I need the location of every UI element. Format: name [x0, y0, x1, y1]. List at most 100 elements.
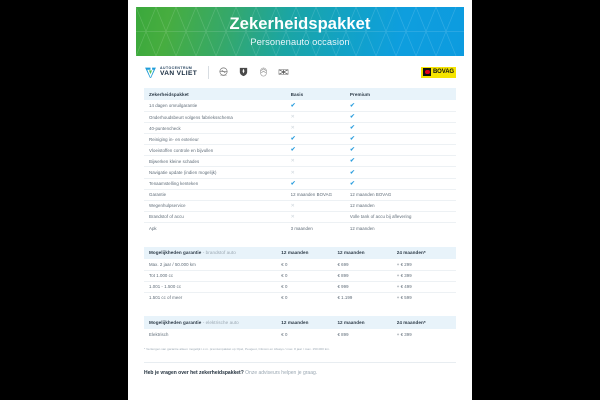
- table-row: Vloeistoffen controle en bijvullen ✔ ✔: [144, 145, 456, 156]
- warranty-fuel-table: Mogelijkheden garantie - brandstof auto …: [144, 246, 456, 304]
- warranty-fuel-table-body: Max. 2 jaar / 50.000 km € 0 € 699 + € 299 To…: [144, 259, 456, 303]
- warranty-price-24m-extra: + € 499: [396, 284, 412, 290]
- cta-text: Heb je vragen over het zekerheidspakket?…: [144, 370, 456, 376]
- check-icon: ✔: [290, 136, 296, 143]
- opel-logo-icon: [219, 67, 228, 76]
- features-col-header-feature: Zekerheidspakket: [144, 88, 291, 101]
- warranty-fuel-header-sub: - brandstof auto: [201, 250, 236, 256]
- feature-label: Tenaamstelling kenteken: [149, 181, 199, 187]
- warranty-row-label: Tot 1.000 cc: [149, 273, 174, 279]
- check-icon: ✔: [290, 102, 296, 109]
- citroen-logo-icon: [260, 67, 268, 77]
- warranty-price-12m-premium: € 1.199: [337, 295, 353, 301]
- feature-value-premium: 12 maanden: [349, 225, 375, 231]
- logo-bar: AUTOCENTRUM VAN VLIET: [144, 58, 456, 86]
- dealer-wordmark: AUTOCENTRUM VAN VLIET: [160, 65, 198, 78]
- table-row: Max. 2 jaar / 50.000 km € 0 € 699 + € 299: [144, 259, 456, 270]
- warranty-price-24m-extra: + € 299: [396, 261, 412, 267]
- table-row: Garantie 12 maanden BOVAG 12 maanden BOVAG: [144, 189, 456, 201]
- check-icon: ✔: [349, 114, 355, 121]
- warranty-row-label: Elektrisch: [149, 331, 169, 337]
- features-col-header-basis: Basis: [290, 88, 350, 101]
- feature-value-basis: ✔: [291, 134, 350, 145]
- feature-label: Navigatie update (indien mogelijk): [149, 170, 217, 175]
- warranty-price-12m-premium: € 899: [337, 273, 349, 279]
- warranty-price-12m-basis: € 0: [281, 273, 288, 279]
- feature-value-basis: ✕: [291, 111, 350, 122]
- table-row: 14 dagen omruilgarantie ✔ ✔: [144, 100, 456, 112]
- warranty-price-12m-basis: € 0: [281, 295, 288, 301]
- feature-label: 40-puntencheck: [149, 125, 181, 131]
- check-icon: ✔: [349, 125, 355, 132]
- warranty-price-12m-premium: € 899: [337, 331, 349, 337]
- feature-label: Reiniging in- en exterieur: [149, 136, 199, 142]
- feature-label: Brandstof of accu: [149, 214, 184, 220]
- cross-icon: ✕: [290, 213, 295, 220]
- warranty-electric-table-wrapper: Mogelijkheden garantie - elektrische aut…: [128, 316, 472, 339]
- table-row: Navigatie update (indien mogelijk) ✕ ✔: [144, 167, 456, 179]
- check-icon: ✔: [349, 136, 355, 143]
- feature-value-premium: 12 maanden BOVAG: [349, 192, 392, 198]
- feature-value-premium: ✔: [350, 167, 456, 178]
- feature-label: Vloeistoffen controle en bijvullen: [149, 147, 214, 153]
- feature-value-premium: ✔: [350, 111, 456, 122]
- warranty-price-12m-basis: € 0: [281, 331, 288, 337]
- features-table-body: 14 dagen omruilgarantie ✔ ✔ Onderhoudsbeurt…: [144, 100, 456, 233]
- feature-label: Apk: [149, 225, 157, 231]
- table-row: Brandstof of accu ✕ Volle tank of accu bij…: [144, 211, 456, 223]
- check-icon: ✔: [290, 180, 296, 187]
- check-icon: ✔: [349, 102, 355, 109]
- table-row: Wegenhulpservice ✕ 12 maanden: [144, 200, 456, 212]
- feature-value-basis: ✔: [291, 145, 350, 156]
- page-subtitle: Personenauto occasion: [250, 36, 350, 47]
- warranty-price-12m-premium: € 699: [337, 261, 349, 267]
- page-title: Zekerheidspakket: [229, 15, 371, 34]
- feature-value-basis: ✔: [291, 178, 350, 189]
- check-icon: ✔: [349, 180, 355, 187]
- features-table: Zekerheidspakket Basis Premium 14 dagen …: [144, 88, 456, 234]
- dealer-name-line2: VAN VLIET: [160, 69, 198, 77]
- warranty-fuel-col-header-1: 12 maanden: [281, 246, 338, 259]
- warranty-electric-header-row: Mogelijkheden garantie - elektrische aut…: [144, 316, 456, 329]
- table-row: Bijwerken kleine schades ✕ ✔: [144, 156, 456, 167]
- table-row: 1.001 - 1.500 cc € 0 € 999 + € 499: [144, 281, 456, 293]
- feature-value-basis: ✕: [291, 156, 350, 167]
- check-icon: ✔: [290, 147, 296, 154]
- feature-value-basis: 3 maanden: [290, 225, 313, 231]
- warranty-electric-table: Mogelijkheden garantie - elektrische aut…: [144, 316, 456, 339]
- warranty-price-24m-extra: + € 399: [396, 331, 412, 337]
- feature-value-premium: ✔: [350, 134, 456, 145]
- table-row: 1.501 cc of meer € 0 € 1.199 + € 599: [144, 292, 456, 303]
- dealer-name-line1: AUTOCENTRUM: [160, 65, 193, 70]
- logo-divider: [208, 65, 210, 79]
- table-row: 40-puntencheck ✕ ✔: [144, 123, 456, 134]
- feature-value-premium: ✔: [350, 100, 456, 111]
- feature-value-premium: ✔: [350, 145, 456, 156]
- check-icon: ✔: [349, 147, 355, 154]
- feature-value-basis: ✕: [291, 200, 350, 211]
- warranty-electric-header-sub: - elektrische auto: [201, 319, 239, 325]
- warranty-price-12m-premium: € 999: [337, 284, 349, 290]
- feature-value-basis: 12 maanden BOVAG: [290, 192, 333, 198]
- brand-logo-group: [218, 66, 289, 78]
- feature-label: Onderhoudsbeurt volgens fabrieksschema: [149, 114, 233, 120]
- feature-value-premium: ✔: [350, 156, 456, 167]
- table-row: Elektrisch € 0 € 899 + € 399: [144, 329, 456, 340]
- alpine-logo-icon: [278, 69, 289, 75]
- check-icon: ✔: [349, 158, 355, 165]
- table-row: Onderhoudsbeurt volgens fabrieksschema ✕ ✔: [144, 111, 456, 123]
- warranty-fuel-table-wrapper: Mogelijkheden garantie - brandstof auto …: [128, 246, 472, 304]
- feature-value-basis: ✕: [291, 123, 350, 134]
- feature-value-premium: Volle tank of accu bij aflevering: [349, 214, 412, 220]
- features-col-header-premium: Premium: [349, 88, 456, 101]
- warranty-fuel-col-header-2: 12 maanden: [337, 246, 397, 259]
- cross-icon: ✕: [290, 158, 295, 165]
- feature-value-premium: ✔: [350, 123, 456, 134]
- warranty-price-12m-basis: € 0: [281, 261, 288, 267]
- van-vliet-v-icon: [145, 67, 156, 78]
- warranty-price-24m-extra: + € 599: [396, 295, 412, 301]
- features-table-header-row: Zekerheidspakket Basis Premium: [144, 88, 456, 101]
- table-row: Reiniging in- en exterieur ✔ ✔: [144, 134, 456, 145]
- warranty-electric-col-header-1: 12 maanden: [281, 316, 338, 329]
